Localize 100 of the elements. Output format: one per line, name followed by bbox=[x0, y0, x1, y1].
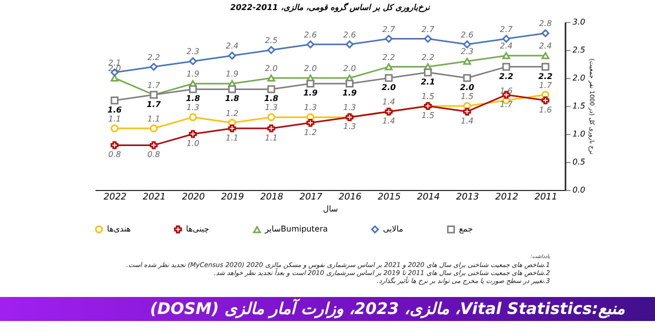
data-label: 2.0 bbox=[264, 64, 278, 73]
x-tick-label: 2013 bbox=[456, 192, 480, 202]
legend-label: هندی‌ها bbox=[107, 224, 131, 234]
point bbox=[542, 52, 550, 60]
point bbox=[463, 108, 471, 116]
x-tick-label: 2016 bbox=[338, 192, 362, 202]
data-label: 2.3 bbox=[460, 47, 474, 56]
data-label: 2.5 bbox=[264, 36, 278, 45]
data-label: 1.7 bbox=[539, 80, 553, 90]
point bbox=[228, 124, 236, 132]
data-label: 2.2 bbox=[382, 52, 396, 62]
x-tick-label: 2011 bbox=[534, 192, 558, 202]
data-label: 1.5 bbox=[460, 92, 474, 101]
data-label: 1.9 bbox=[226, 70, 238, 79]
data-label: 1.1 bbox=[147, 114, 160, 124]
point bbox=[189, 85, 197, 94]
data-label: 1.4 bbox=[460, 116, 474, 126]
data-label: 1.3 bbox=[186, 103, 200, 112]
point bbox=[110, 96, 118, 104]
data-label: 2.6 bbox=[304, 30, 317, 40]
data-label: 1.4 bbox=[382, 116, 396, 126]
data-label: 1.9 bbox=[186, 70, 200, 79]
x-tick-label: 2018 bbox=[260, 192, 284, 202]
point bbox=[306, 40, 314, 48]
data-label: 1.5 bbox=[422, 111, 434, 120]
data-label: 2.0 bbox=[382, 83, 396, 92]
data-label: 1.3 bbox=[343, 122, 356, 132]
data-label: 1.9 bbox=[303, 88, 318, 98]
data-label: 1.7 bbox=[500, 100, 514, 109]
data-label: 2.2 bbox=[499, 72, 514, 81]
data-label: 0.8 bbox=[108, 150, 121, 160]
chart-title: نرخ‌باروری کل بر اساس گروه قومی، مالزی، 2011-2022 bbox=[230, 2, 431, 13]
point bbox=[463, 40, 471, 48]
point bbox=[150, 62, 158, 71]
data-label: 1.2 bbox=[304, 128, 317, 137]
y-tick-label: 1.0 bbox=[572, 130, 586, 138]
point bbox=[228, 85, 236, 94]
point bbox=[110, 124, 118, 132]
data-label: 2.0 bbox=[460, 83, 475, 92]
x-tick-label: 2019 bbox=[221, 192, 244, 202]
point bbox=[502, 34, 510, 43]
point bbox=[346, 80, 354, 88]
point bbox=[384, 74, 393, 82]
point bbox=[189, 113, 197, 122]
data-label: 2.4 bbox=[500, 42, 513, 51]
y-tick-label: 2.5 bbox=[572, 46, 586, 54]
point bbox=[306, 118, 314, 127]
point bbox=[542, 96, 550, 104]
data-label: 1.4 bbox=[382, 98, 396, 107]
point bbox=[424, 34, 432, 43]
data-label: 1.9 bbox=[342, 88, 358, 98]
point bbox=[228, 52, 236, 60]
point bbox=[110, 74, 118, 82]
data-label: 2.4 bbox=[539, 42, 552, 51]
point bbox=[463, 58, 471, 65]
point bbox=[542, 62, 550, 71]
legend-label: سایرBumiputera bbox=[264, 224, 328, 234]
data-label: 1.3 bbox=[343, 103, 356, 112]
point bbox=[150, 124, 158, 132]
point bbox=[384, 63, 393, 70]
data-label: 1.3 bbox=[304, 103, 317, 112]
data-label: 2.0 bbox=[304, 64, 317, 73]
data-label: 2.7 bbox=[382, 24, 396, 34]
data-label: 2.1 bbox=[420, 77, 436, 86]
data-label: 2.6 bbox=[460, 30, 474, 40]
data-label: 2.4 bbox=[226, 42, 238, 51]
data-label: 2.7 bbox=[422, 24, 436, 34]
legend-label: مالایی bbox=[383, 224, 404, 234]
point bbox=[542, 29, 550, 38]
data-label: 1.7 bbox=[146, 100, 162, 109]
data-label: 1.2 bbox=[226, 108, 238, 118]
data-label: 2.6 bbox=[343, 30, 356, 40]
data-label: 1.5 bbox=[422, 92, 434, 101]
point bbox=[346, 40, 354, 48]
point bbox=[267, 46, 276, 54]
data-label: 0.8 bbox=[147, 150, 160, 160]
x-tick-label: 2020 bbox=[182, 192, 206, 202]
point bbox=[267, 85, 276, 94]
x-tick-label: 2015 bbox=[378, 192, 401, 202]
data-label: 2.3 bbox=[186, 47, 200, 56]
data-label: 1.1 bbox=[108, 114, 121, 124]
data-label: 1.1 bbox=[264, 133, 278, 142]
y-tick-label: 1.5 bbox=[572, 102, 586, 110]
data-label: 2.0 bbox=[343, 64, 356, 73]
data-label: 2.2 bbox=[147, 52, 160, 62]
data-label: 1.8 bbox=[186, 94, 200, 104]
point bbox=[384, 34, 393, 43]
y-tick-label: 2.0 bbox=[572, 74, 586, 82]
legend-label: چینی‌ها bbox=[186, 224, 210, 234]
point bbox=[110, 141, 118, 150]
data-label: 1.1 bbox=[226, 133, 238, 142]
data-label: 1.8 bbox=[224, 94, 240, 104]
point bbox=[189, 130, 197, 138]
point bbox=[150, 141, 158, 150]
legend-label: جمع bbox=[459, 224, 473, 234]
data-label: 2.2 bbox=[538, 72, 553, 81]
y-tick-label: 0.0 bbox=[572, 186, 586, 194]
x-tick-label: 2022 bbox=[104, 192, 127, 202]
point bbox=[267, 74, 276, 82]
data-label: 1.7 bbox=[147, 80, 162, 90]
